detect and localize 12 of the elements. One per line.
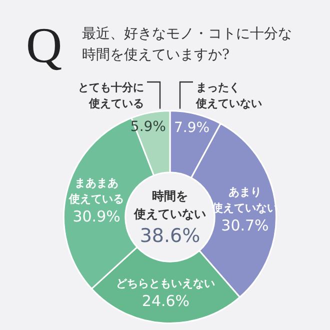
slice-label: どちらともいえない	[116, 277, 216, 290]
text: 38.6%	[140, 224, 200, 247]
data-label: 30.7%	[221, 216, 269, 235]
slice-label: まあまあ使えている	[68, 176, 124, 206]
chart-title: 最近、好きなモノ・コトに十分な時間を使えていますか?	[82, 25, 293, 65]
text: 時間を使えていない	[133, 189, 206, 222]
slice-label: とても十分に使えている	[78, 80, 144, 110]
text: Q	[26, 17, 62, 73]
slice-label: まったく使えていない	[195, 80, 262, 110]
data-label: 24.6%	[142, 292, 190, 310]
data-label: 30.9%	[72, 208, 120, 226]
data-label: 7.9%	[174, 120, 210, 136]
